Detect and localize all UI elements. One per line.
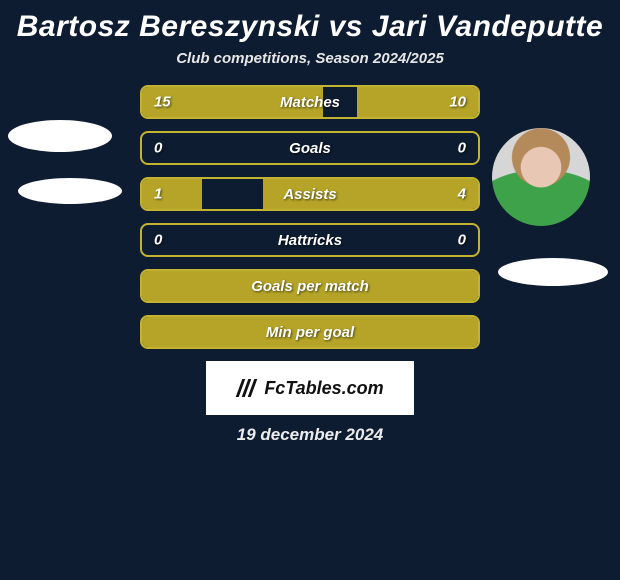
stat-value-right: 0	[458, 140, 466, 157]
fctables-logo[interactable]: FcTables.com	[206, 361, 414, 415]
stat-label: Assists	[283, 186, 336, 203]
stat-value-right: 4	[458, 186, 466, 203]
stat-label: Matches	[280, 94, 340, 111]
stat-label: Goals	[289, 140, 331, 157]
stat-label: Goals per match	[251, 278, 369, 295]
stat-value-right: 10	[449, 94, 466, 111]
stat-row: Min per goal	[140, 315, 480, 349]
stats-rows: 15 10 Matches 0 0 Goals 1 4 Assists 0 0 Hattricks Go…	[0, 85, 620, 349]
fctables-logo-icon	[236, 377, 258, 399]
stat-row: Goals per match	[140, 269, 480, 303]
page-subtitle: Club competitions, Season 2024/2025	[0, 50, 620, 85]
stat-value-left: 0	[154, 140, 162, 157]
stat-fill-left	[142, 179, 202, 209]
stat-label: Min per goal	[266, 324, 354, 341]
stat-value-left: 15	[154, 94, 171, 111]
stat-value-left: 0	[154, 232, 162, 249]
stat-row: 15 10 Matches	[140, 85, 480, 119]
stat-value-left: 1	[154, 186, 162, 203]
snapshot-date: 19 december 2024	[0, 425, 620, 445]
fctables-logo-text: FcTables.com	[264, 378, 383, 399]
stat-row: 0 0 Goals	[140, 131, 480, 165]
page-title: Bartosz Bereszynski vs Jari Vandeputte	[0, 0, 620, 50]
stat-value-right: 0	[458, 232, 466, 249]
stat-label: Hattricks	[278, 232, 342, 249]
stat-row: 0 0 Hattricks	[140, 223, 480, 257]
stat-row: 1 4 Assists	[140, 177, 480, 211]
